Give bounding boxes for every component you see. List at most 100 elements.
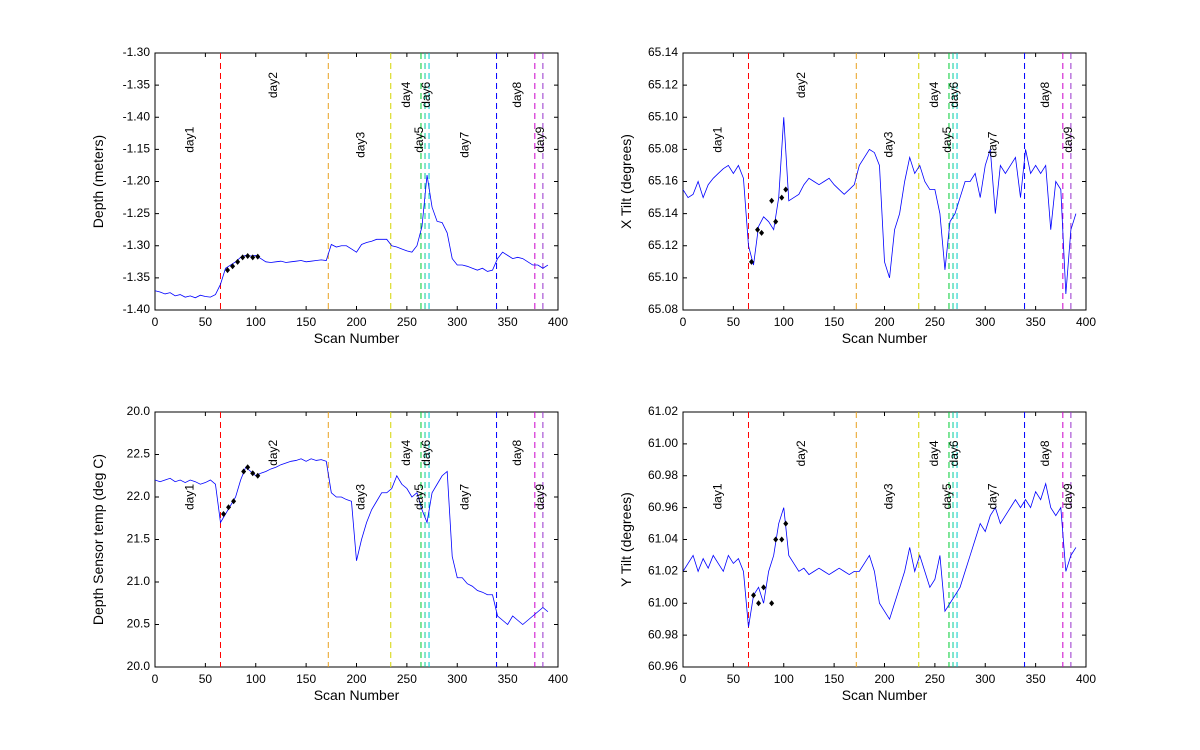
y-tick-label: -1.30 [123, 238, 151, 252]
x-tick-label: 350 [498, 315, 518, 329]
y-tick-label: 65.14 [648, 206, 678, 220]
marker [245, 464, 251, 471]
y-tick-label: -1.35 [123, 270, 151, 284]
day-label: day5 [412, 126, 426, 152]
marker [751, 592, 757, 599]
y-tick-label: 65.08 [648, 302, 678, 316]
day-label: day5 [412, 484, 426, 510]
data-group [155, 175, 549, 299]
marker [769, 197, 775, 204]
y-tick-label: 60.98 [648, 468, 678, 482]
x-tick-label: 350 [1026, 315, 1046, 329]
marker [759, 229, 765, 236]
data-group [155, 458, 549, 626]
day-label: day1 [182, 484, 196, 510]
day-label: day1 [182, 126, 196, 152]
day-label: day9 [533, 484, 547, 510]
x-tick-label: 0 [680, 672, 687, 686]
x-tick-label: 300 [975, 672, 995, 686]
x-tick-label: 50 [727, 672, 741, 686]
y-tick-label: -1.20 [123, 174, 151, 188]
x-axis-label: Scan Number [842, 330, 928, 346]
plot-area [154, 411, 559, 668]
y-tick-label: 61.00 [648, 436, 678, 450]
marker [779, 194, 785, 201]
day-label: day6 [419, 81, 433, 107]
y-tick-label: -1.25 [123, 206, 151, 220]
y-tick-label: 65.10 [648, 270, 678, 284]
marker [783, 186, 789, 193]
marker [761, 584, 767, 591]
x-tick-label: 50 [727, 315, 741, 329]
x-tick-label: 200 [874, 672, 894, 686]
data-line [683, 482, 1077, 628]
x-tick-label: 400 [548, 315, 568, 329]
y-tick-label: -1.30 [123, 45, 151, 59]
x-tick-label: 200 [346, 672, 366, 686]
x-tick-label: 100 [774, 315, 794, 329]
day-label: day5 [940, 126, 954, 152]
y-tick-label: 60.98 [648, 627, 678, 641]
y-tick-label: 22.0 [127, 489, 151, 503]
y-tick-label: 20.5 [127, 617, 151, 631]
plot-area [154, 52, 559, 311]
y-tick-label: -1.15 [123, 142, 151, 156]
day-label: day7 [457, 132, 471, 158]
marker [245, 253, 251, 260]
x-tick-label: 250 [397, 672, 417, 686]
marker [240, 254, 246, 261]
marker [221, 511, 227, 517]
y-tick-label: -1.35 [123, 77, 151, 91]
data-line [683, 117, 1077, 294]
y-tick-label: -1.40 [123, 109, 151, 123]
x-tick-label: 150 [296, 315, 316, 329]
x-tick-label: 400 [548, 672, 568, 686]
y-tick-label: 61.04 [648, 532, 678, 546]
marker [779, 536, 785, 543]
y-tick-label: 65.10 [648, 109, 678, 123]
y-tick-label: 65.12 [648, 77, 678, 91]
y-tick-label: 21.5 [127, 532, 151, 546]
marker [255, 472, 261, 479]
x-tick-label: 350 [498, 672, 518, 686]
y-tick-label: 65.14 [648, 45, 678, 59]
plot-area [682, 411, 1087, 668]
y-tick-label: 20.0 [127, 659, 151, 673]
x-tick-label: 250 [925, 672, 945, 686]
day-label: day4 [927, 440, 941, 466]
x-axis-label: Scan Number [842, 687, 928, 703]
x-tick-label: 250 [397, 315, 417, 329]
day-label: day1 [710, 126, 724, 152]
data-group [683, 117, 1077, 294]
marker [231, 498, 237, 505]
y-tick-label: 20.0 [127, 404, 151, 418]
marker [255, 253, 261, 260]
day-label: day6 [947, 81, 961, 107]
x-tick-label: 150 [296, 672, 316, 686]
marker [225, 267, 231, 274]
x-tick-label: 50 [199, 315, 213, 329]
y-tick-label: 65.08 [648, 142, 678, 156]
x-tick-label: 300 [975, 315, 995, 329]
day-label: day8 [1038, 440, 1052, 466]
y-tick-label: 61.02 [648, 404, 678, 418]
day-label: day3 [882, 131, 896, 157]
y-tick-label: 65.16 [648, 174, 678, 188]
marker [749, 258, 755, 265]
data-group [683, 482, 1077, 628]
day-label: day8 [510, 439, 524, 465]
x-tick-label: 250 [925, 315, 945, 329]
day-label: day7 [985, 131, 999, 157]
data-line [155, 458, 549, 626]
subplot: day1 day2 day3 day4 day5 day6 day7 day8 day9 0 50 1… [90, 404, 568, 703]
x-tick-label: 150 [824, 315, 844, 329]
subplot: day1 day2 day3 day4 day5 day6 day7 day8 day9 0 50 1… [618, 45, 1096, 346]
y-tick-label: 61.00 [648, 595, 678, 609]
x-tick-label: 100 [246, 315, 266, 329]
day-label: day4 [927, 81, 941, 107]
day-label: day7 [457, 484, 471, 510]
marker [755, 226, 761, 233]
day-label: day2 [794, 440, 808, 466]
marker [250, 470, 256, 477]
